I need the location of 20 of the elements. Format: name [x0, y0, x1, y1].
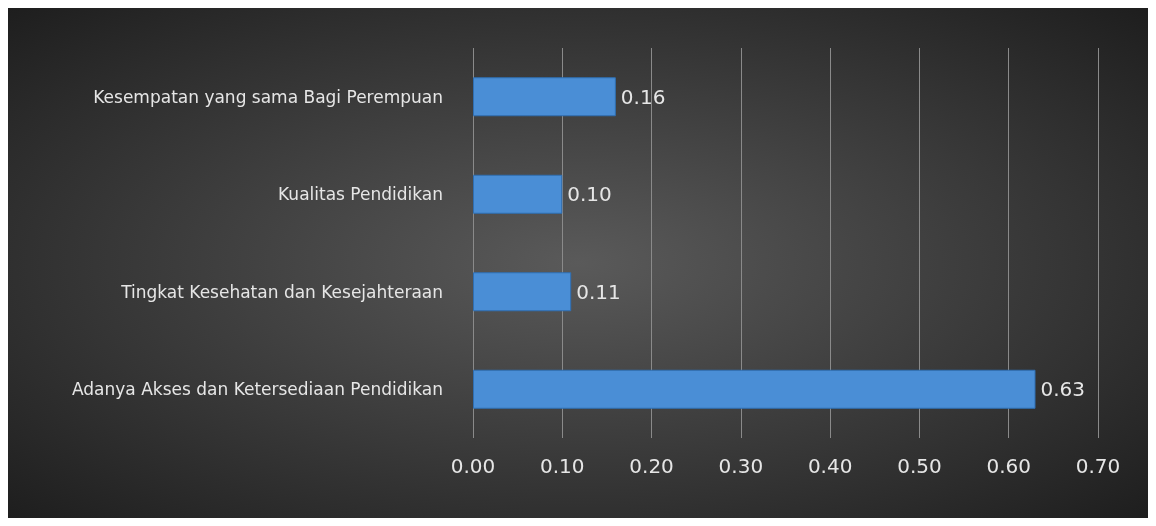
data-label: 0.10: [567, 182, 612, 207]
x-tick-label: 0.60: [986, 454, 1031, 478]
data-label: 0.63: [1040, 377, 1086, 402]
x-tick-label: 0.70: [1075, 454, 1121, 478]
data-label: 0.11: [576, 279, 621, 304]
y-tick-label: Tingkat Kesehatan dan Kesejahteraan: [120, 281, 443, 302]
y-tick-label: Adanya Akses dan Ketersediaan Pendidikan: [72, 379, 443, 400]
bar: [473, 369, 1036, 409]
bar: [473, 174, 563, 214]
x-tick-label: 0.10: [540, 454, 585, 478]
bar: [473, 77, 616, 117]
data-label: 0.16: [620, 84, 666, 109]
x-tick-label: 0.00: [450, 454, 496, 478]
x-tick-label: 0.30: [718, 454, 764, 478]
y-tick-label: Kesempatan yang sama Bagi Perempuan: [93, 86, 443, 107]
x-tick-label: 0.20: [629, 454, 674, 478]
x-tick-label: 0.40: [807, 454, 853, 478]
x-tick-label: 0.50: [897, 454, 942, 478]
bar: [473, 272, 572, 312]
y-tick-label: Kualitas Pendidikan: [278, 184, 443, 205]
